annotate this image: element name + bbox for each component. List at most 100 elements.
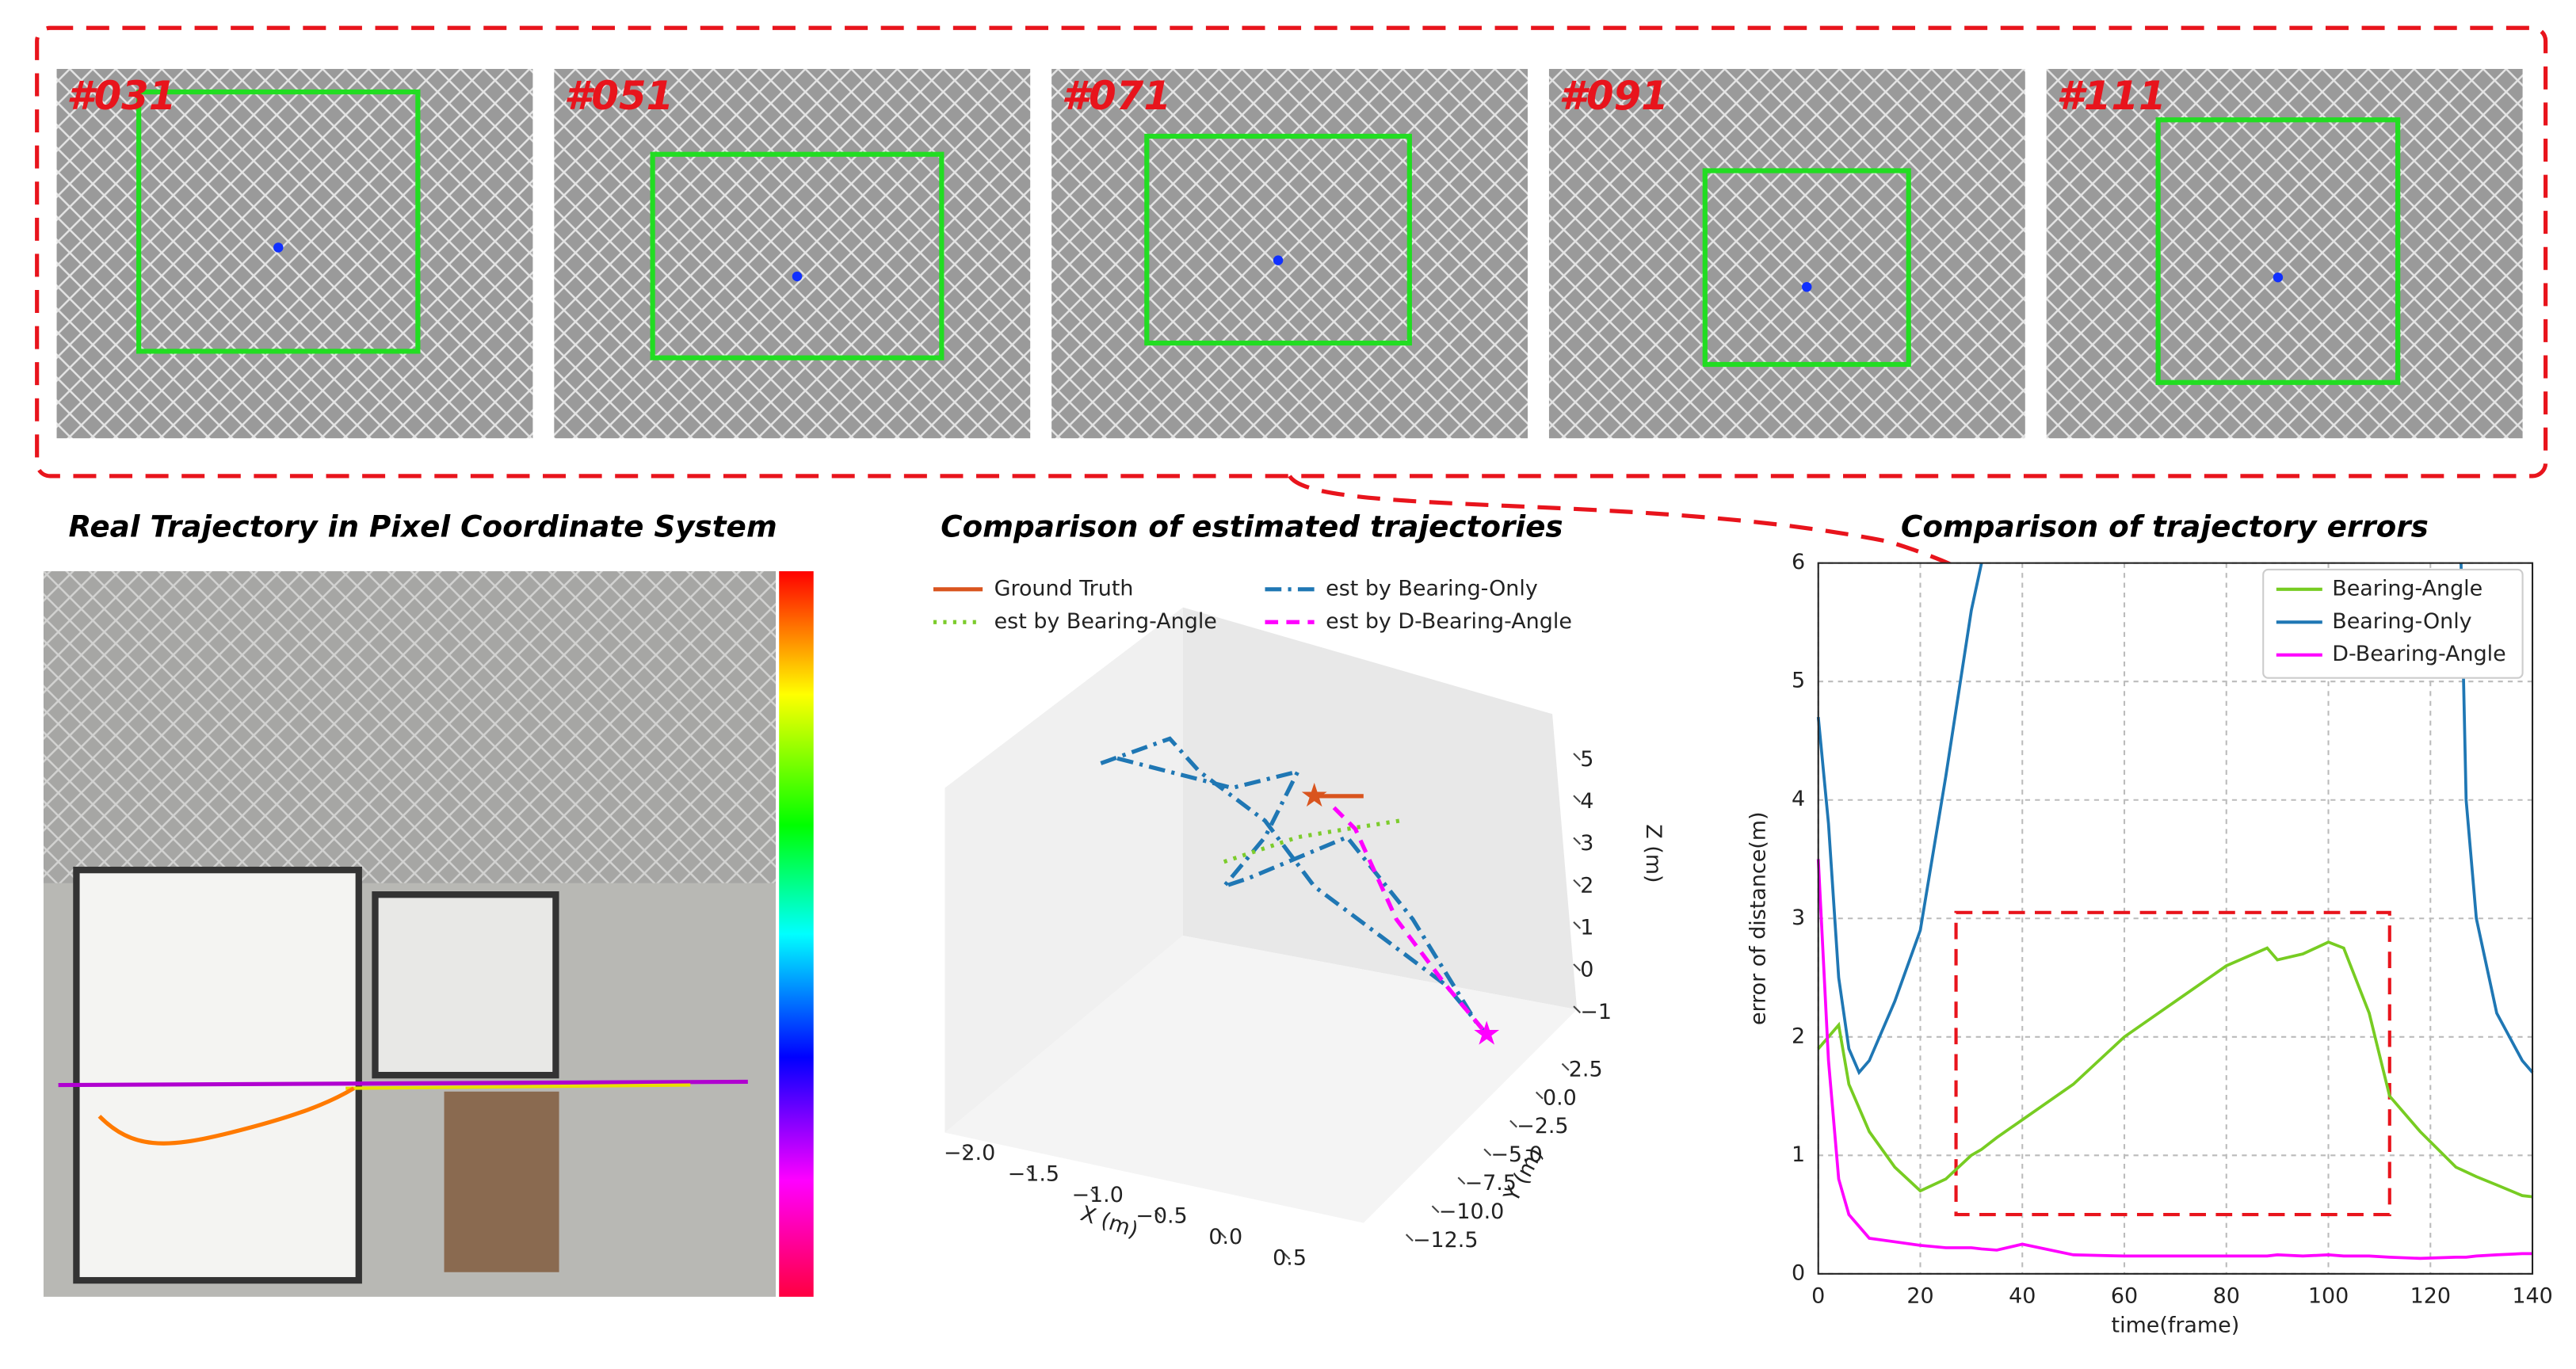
y-axis-label: error of distance(m) xyxy=(1746,811,1771,1025)
annotation-box xyxy=(1954,910,2391,1217)
series-line xyxy=(1816,859,2533,1260)
tick-mark xyxy=(1483,1148,1492,1157)
tick-mark xyxy=(1405,1234,1414,1242)
x-tick-label: 0 xyxy=(1811,1283,1825,1308)
tick-mark xyxy=(962,1146,971,1155)
tick-label: −7.5 xyxy=(1465,1171,1517,1195)
axes-frame xyxy=(1817,562,2534,1275)
frames-border xyxy=(35,25,2548,479)
svg-text:★: ★ xyxy=(1299,776,1329,814)
tick-label: −1.5 xyxy=(1008,1162,1059,1187)
tick-label: −1 xyxy=(1580,1000,1612,1024)
x-axis-label: X (m) xyxy=(1078,1201,1141,1242)
x-tick-label: 120 xyxy=(2410,1283,2451,1308)
tick-mark xyxy=(1573,1005,1582,1014)
tick-mark xyxy=(1509,1119,1517,1128)
legend-label: est by D-Bearing-Angle xyxy=(1326,609,1572,634)
frames: #031 #051 #071 #091 #111 xyxy=(56,69,2523,439)
x-tick-label: 20 xyxy=(1906,1283,1933,1308)
y-tick-label: 5 xyxy=(1792,669,1805,693)
panel-title: Real Trajectory in Pixel Coordinate Syst… xyxy=(68,509,777,544)
target-point xyxy=(273,242,284,253)
frame-label: #031 xyxy=(67,73,176,119)
tick-label: 2.5 xyxy=(1569,1057,1603,1081)
tick-mark xyxy=(1573,921,1582,929)
target-point xyxy=(792,271,803,282)
detection-box xyxy=(2155,117,2401,385)
tick-mark xyxy=(1561,1062,1570,1071)
tick-label: 5 xyxy=(1580,747,1593,772)
tick-label: 0.0 xyxy=(1543,1085,1577,1110)
tick-mark xyxy=(1573,753,1582,761)
chart-title: Comparison of estimated trajectories xyxy=(941,509,1563,544)
legend-label: Ground Truth xyxy=(994,576,1134,601)
x-tick-label: 40 xyxy=(2009,1283,2036,1308)
y-tick-label: 0 xyxy=(1792,1260,1805,1285)
tick-label: 0.5 xyxy=(1273,1246,1307,1271)
legend-box xyxy=(2262,568,2524,679)
frame-image xyxy=(554,69,1031,439)
tick-mark xyxy=(1026,1168,1035,1176)
tick-mark xyxy=(1154,1210,1162,1218)
tick-label: 0.0 xyxy=(1208,1225,1242,1249)
tick-label: −12.5 xyxy=(1413,1228,1479,1253)
tick-label: −0.5 xyxy=(1135,1204,1187,1229)
detection-box xyxy=(1144,133,1412,346)
z-axis-label: Z (m) xyxy=(1641,824,1666,883)
tick-mark xyxy=(1090,1188,1098,1197)
tick-mark xyxy=(1573,963,1582,971)
tick-mark xyxy=(1431,1205,1440,1214)
frame-label: #091 xyxy=(1559,73,1668,119)
y-tick-label: 3 xyxy=(1792,906,1805,930)
frame-label: #071 xyxy=(1062,73,1171,119)
x-axis-label: time(frame) xyxy=(2112,1314,2240,1338)
detection-box xyxy=(1702,168,1911,368)
tick-label: −10.0 xyxy=(1439,1199,1505,1224)
pixel-photo xyxy=(43,571,814,1297)
frame-image xyxy=(56,69,533,439)
tick-mark xyxy=(1457,1176,1466,1185)
target-point xyxy=(2273,272,2284,283)
y-tick-label: 1 xyxy=(1792,1142,1805,1167)
chart-3d: ★ ★ Comparison of estimated trajectories… xyxy=(933,509,1666,1271)
legend-label: Bearing-Angle xyxy=(2332,576,2483,601)
tick-mark xyxy=(1573,879,1582,887)
tick-label: −5.0 xyxy=(1490,1142,1542,1167)
tick-label: 3 xyxy=(1580,831,1593,856)
legend-label: D-Bearing-Angle xyxy=(2332,642,2505,666)
frame-image xyxy=(1548,69,2025,439)
legend-label: Bearing-Only xyxy=(2332,609,2471,634)
svg-text:★: ★ xyxy=(1472,1014,1502,1052)
frame-label: #051 xyxy=(564,73,674,119)
y-tick-label: 4 xyxy=(1792,787,1805,811)
detection-box xyxy=(136,89,421,354)
detection-box xyxy=(650,151,945,360)
x-tick-label: 60 xyxy=(2111,1283,2138,1308)
series-line xyxy=(1817,940,2533,1199)
tick-label: 4 xyxy=(1580,789,1593,814)
tick-mark xyxy=(1573,795,1582,803)
frame-image xyxy=(2046,69,2523,439)
tick-label: −2.0 xyxy=(944,1141,995,1165)
tick-mark xyxy=(1573,837,1582,845)
tick-label: −2.5 xyxy=(1517,1114,1568,1138)
tick-mark xyxy=(1218,1230,1227,1239)
legend-label: est by Bearing-Angle xyxy=(994,609,1217,634)
tick-label: 2 xyxy=(1580,873,1593,898)
series-line xyxy=(1816,562,2534,1076)
target-point xyxy=(1802,281,1812,292)
chart-title: Comparison of trajectory errors xyxy=(1901,509,2429,544)
frame-image xyxy=(1051,69,1528,439)
y-tick-label: 2 xyxy=(1792,1024,1805,1048)
tick-mark xyxy=(1282,1252,1291,1260)
tick-label: 1 xyxy=(1580,916,1593,940)
legend-label: est by Bearing-Only xyxy=(1326,576,1538,601)
frame-label: #111 xyxy=(2056,73,2166,119)
x-tick-label: 80 xyxy=(2213,1283,2240,1308)
tick-label: −1.0 xyxy=(1071,1183,1123,1207)
target-point xyxy=(1273,255,1284,265)
x-tick-label: 140 xyxy=(2512,1283,2552,1308)
tick-mark xyxy=(1535,1091,1544,1100)
